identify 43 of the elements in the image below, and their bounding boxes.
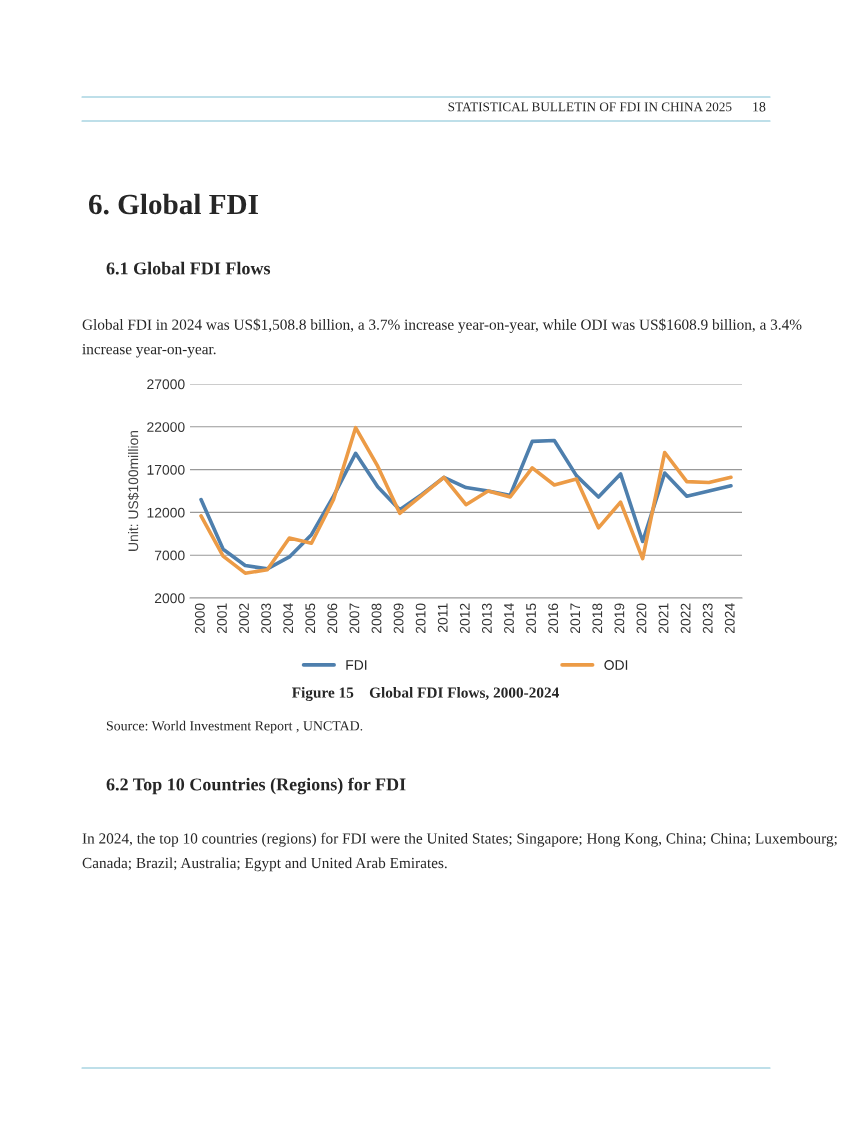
text: Figure 15 Global FDI Flows, 2000-2024 bbox=[292, 687, 559, 701]
legend-label: ODI bbox=[604, 660, 628, 670]
y-tick-label: 12000 bbox=[147, 507, 185, 518]
x-tick-label: 2012 bbox=[459, 603, 470, 634]
x-tick-label: 2007 bbox=[349, 603, 360, 634]
x-tick-label: 2022 bbox=[680, 603, 691, 634]
text: 6. Global FDI bbox=[89, 193, 258, 215]
y-tick-label: 2000 bbox=[154, 593, 185, 604]
x-tick-label: 2004 bbox=[283, 603, 294, 634]
text: 6.2 Top 10 Countries (Regions) for FDI bbox=[106, 777, 406, 795]
x-tick-label: 2023 bbox=[702, 603, 713, 634]
x-tick-label: 2000 bbox=[194, 603, 205, 634]
x-tick-label: 2019 bbox=[614, 603, 625, 634]
x-tick-label: 2013 bbox=[481, 603, 492, 634]
y-axis-title: Unit: US$100million bbox=[127, 430, 140, 551]
text: 6.1 Global FDI Flows bbox=[106, 261, 271, 275]
x-tick-label: 2008 bbox=[371, 603, 382, 634]
x-tick-label: 2006 bbox=[327, 603, 338, 634]
source-note: Source: World Investment Report , UNCTAD. bbox=[106, 720, 363, 734]
x-tick-label: 2002 bbox=[239, 603, 249, 634]
x-tick-label: 2020 bbox=[636, 603, 647, 634]
y-tick-label: 22000 bbox=[147, 422, 185, 432]
x-tick-label: 2001 bbox=[217, 603, 227, 634]
x-tick-label: 2016 bbox=[548, 603, 559, 634]
x-tick-label: 2017 bbox=[570, 603, 581, 634]
text: Global FDI in 2024 was US$1,508.8 billion, a 3.7% increase year-on-year, while ODI was US$1608.9 billion, a 3.4% increase year-on-year. bbox=[82, 318, 802, 358]
text: 18 bbox=[753, 102, 766, 112]
x-tick-label: 2011 bbox=[437, 603, 448, 633]
text: STATISTICAL BULLETIN OF FDI IN CHINA 2025 bbox=[448, 102, 732, 112]
x-tick-label: 2009 bbox=[393, 603, 404, 634]
x-tick-label: 2015 bbox=[526, 603, 536, 634]
x-tick-label: 2018 bbox=[592, 603, 603, 634]
text: In 2024, the top 10 countries (regions) for FDI were the United States; Singapore; Hong Kong, China; China; Luxembourg; Canada; Brazil; Australia; Egypt and United Arab Emirates. bbox=[82, 832, 837, 872]
x-tick-label: 2003 bbox=[261, 603, 272, 634]
legend-label: FDI bbox=[346, 660, 367, 670]
x-tick-label: 2024 bbox=[724, 603, 735, 634]
x-tick-label: 2021 bbox=[658, 603, 669, 634]
y-tick-label: 27000 bbox=[147, 379, 185, 390]
y-tick-label: 17000 bbox=[147, 464, 185, 475]
x-tick-label: 2014 bbox=[504, 603, 514, 634]
y-tick-label: 7000 bbox=[154, 550, 185, 561]
x-tick-label: 2005 bbox=[305, 603, 316, 634]
x-tick-label: 2010 bbox=[415, 603, 426, 634]
